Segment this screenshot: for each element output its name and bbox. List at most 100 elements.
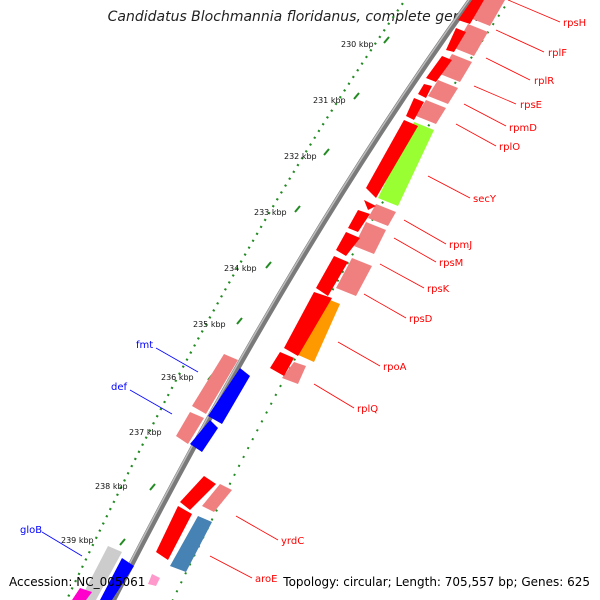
leader-line: [455, 123, 497, 147]
gene-arrow: [284, 292, 332, 356]
leader-line: [209, 555, 253, 579]
gene-arrow: [336, 232, 360, 256]
gene-block-green: [378, 122, 434, 206]
leader-line: [507, 0, 561, 23]
gene-label-rplF: rplF: [548, 48, 567, 59]
backbone-arc-highlight: [110, 0, 470, 600]
gene-label-gloB: gloB: [20, 525, 42, 536]
gene-label-rpmJ: rpmJ: [449, 240, 472, 251]
gene-label-rpmD: rpmD: [509, 123, 537, 134]
leader-line: [463, 103, 507, 127]
tick-group: 230 kbp 231 kbp 232 kbp 233 kbp 234 kbp …: [61, 36, 390, 546]
gene-arrow: [406, 98, 424, 120]
gene-label-rpsH: rpsH: [563, 18, 586, 29]
leader-line: [129, 389, 173, 415]
tick-label: 238 kbp: [95, 482, 128, 491]
tick-label: 237 kbp: [129, 428, 162, 437]
gene-label-aroE: aroE: [255, 574, 277, 585]
leader-line: [363, 293, 407, 319]
gene-block: [368, 204, 396, 226]
leader-line: [379, 263, 425, 289]
leader-line: [393, 237, 437, 263]
gene-arrow: [446, 28, 466, 52]
tick-mark: [265, 261, 272, 269]
gene-label-yrdC: yrdC: [281, 536, 304, 547]
gene-block-lightpink: [148, 574, 160, 586]
leader-line: [473, 85, 517, 105]
gene-arrow: [366, 120, 418, 198]
leader-line: [427, 175, 471, 199]
leader-line: [41, 531, 83, 557]
inner-track: [156, 0, 484, 560]
gene-arrow-blue: [190, 420, 218, 452]
tick-label: 239 kbp: [61, 536, 94, 545]
leader-line: [495, 29, 545, 53]
gene-arrow: [348, 210, 370, 232]
tick-label: 236 kbp: [161, 373, 194, 382]
gene-arrow: [156, 506, 192, 560]
leader-line: [485, 57, 531, 81]
gene-label-rpsM: rpsM: [439, 258, 463, 269]
leader-lines: [41, 0, 561, 579]
leader-line: [313, 383, 355, 409]
gene-labels: rpsH rplF rplR rpsE rpmD rplO secY rpmJ …: [20, 18, 586, 585]
gene-block: [454, 24, 488, 56]
outer-dotted-track: [171, 0, 511, 600]
gene-block: [176, 412, 204, 444]
tick-label: 233 kbp: [254, 208, 287, 217]
leader-line: [235, 515, 279, 541]
tick-mark: [149, 483, 156, 491]
tick-label: 232 kbp: [284, 152, 317, 161]
gene-block: [354, 222, 386, 254]
gene-label-def: def: [111, 382, 128, 393]
gene-block: [470, 0, 505, 26]
gene-block: [192, 354, 238, 414]
tick-label: 231 kbp: [313, 96, 346, 105]
tick-mark: [383, 36, 390, 44]
gene-block: [416, 100, 446, 124]
tick-mark: [353, 92, 360, 100]
gene-label-rplR: rplR: [534, 76, 554, 87]
gene-arrow: [364, 200, 376, 210]
gene-arrow: [418, 84, 432, 98]
gene-label-rpsK: rpsK: [427, 284, 450, 295]
gene-arrow-blue: [208, 368, 250, 424]
gene-block-steel: [170, 516, 212, 572]
gene-block: [336, 258, 372, 296]
gene-block-gray: [80, 546, 122, 600]
tick-mark: [323, 148, 330, 156]
gene-label-secY: secY: [473, 194, 497, 205]
tick-label: 234 kbp: [224, 264, 257, 273]
genome-summary-text: Topology: circular; Length: 705,557 bp; …: [283, 575, 590, 589]
gene-block: [282, 362, 306, 384]
gene-arrow: [426, 56, 452, 82]
map-title: Candidatus Blochmannia floridanus, compl…: [107, 9, 493, 25]
tick-mark: [294, 205, 301, 213]
kbp-ruler: [65, 0, 407, 600]
gene-label-rplQ: rplQ: [357, 404, 378, 415]
gene-label-rpsE: rpsE: [520, 100, 542, 111]
tick-mark: [236, 317, 243, 325]
leader-line: [337, 341, 381, 367]
gene-block: [428, 80, 458, 104]
tick-label: 235 kbp: [193, 320, 226, 329]
gene-arrow: [458, 0, 484, 24]
gene-label-rplO: rplO: [499, 142, 520, 153]
reverse-genes: [72, 354, 250, 600]
gene-arrow: [180, 476, 216, 510]
gene-block: [202, 484, 232, 512]
leader-line: [403, 219, 447, 245]
tick-label: 230 kbp: [341, 40, 374, 49]
gene-label-fmt: fmt: [136, 340, 153, 351]
accession-text: Accession: NC_005061: [9, 575, 146, 589]
leader-line: [155, 347, 199, 373]
gene-block-magenta: [72, 588, 92, 600]
gene-block-orange: [296, 300, 340, 362]
gene-label-rpsD: rpsD: [409, 314, 433, 325]
gene-arrow-blue: [100, 558, 134, 600]
backbone-arc: [109, 0, 475, 600]
outer-track: [170, 0, 505, 572]
tick-mark: [119, 538, 126, 546]
